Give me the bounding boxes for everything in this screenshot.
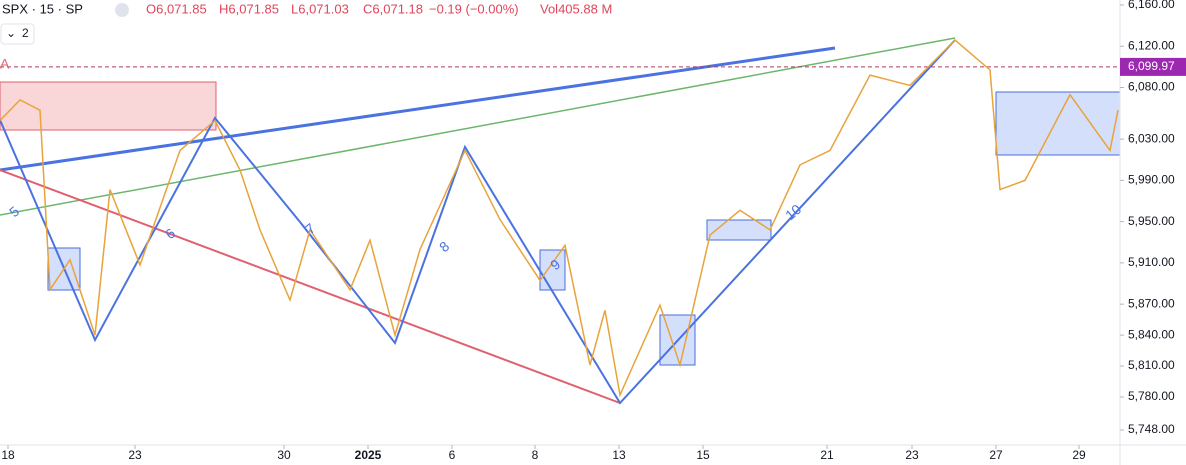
wave-label: 6: [162, 225, 178, 242]
wave-label: 7: [302, 220, 318, 237]
y-tick-label: 5,748.00: [1128, 422, 1175, 436]
ohlc-volume: Vol405.88 M: [540, 1, 612, 16]
ohlc-close: C6,071.18: [363, 1, 423, 16]
chevron: ⌄: [6, 26, 16, 40]
level-label: A: [0, 56, 10, 72]
y-tick-label: 6,120.00: [1128, 38, 1175, 52]
y-tick-label: 6,160.00: [1128, 0, 1175, 11]
x-tick-label: 6: [449, 448, 456, 462]
collapse-button[interactable]: [115, 3, 129, 17]
y-tick-label: 6,030.00: [1128, 131, 1175, 145]
ohlc-open: O6,071.85: [146, 1, 207, 16]
symbol: SPX · 15 · SP: [2, 1, 83, 16]
ohlc-change: −0.19 (−0.00%): [429, 1, 519, 16]
zone-box: [0, 81, 217, 131]
zone-box: [995, 91, 1121, 156]
trend-line: [0, 169, 621, 404]
trend-line: [0, 46, 836, 172]
interval-button[interactable]: [0, 23, 35, 45]
ohlc-low: L6,071.03: [291, 1, 349, 16]
x-tick-label: 15: [696, 448, 710, 462]
y-tick-label: 5,950.00: [1128, 214, 1175, 228]
x-tick-label: 29: [1072, 448, 1086, 462]
last-price-label: 6,099.97: [1128, 59, 1175, 73]
y-tick-label: 5,840.00: [1128, 327, 1175, 341]
last-price-tag: [1120, 57, 1186, 76]
y-tick-label: 6,080.00: [1128, 80, 1175, 94]
interval-count: 2: [22, 26, 29, 40]
x-tick-label: 21: [820, 448, 834, 462]
wave-label: 8: [436, 238, 452, 255]
trend-line: [0, 37, 956, 216]
x-tick-label: 18: [1, 448, 15, 462]
x-tick-label: 30: [277, 448, 291, 462]
price-line: [0, 39, 1119, 398]
x-tick-label: 23: [905, 448, 919, 462]
y-tick-label: 5,910.00: [1128, 255, 1175, 269]
x-tick-label: 23: [128, 448, 142, 462]
ohlc-high: H6,071.85: [219, 1, 279, 16]
y-tick-label: 5,870.00: [1128, 296, 1175, 310]
x-tick-label: 13: [612, 448, 626, 462]
x-tick-label: 27: [989, 448, 1003, 462]
wave-line: [0, 116, 301, 343]
x-tick-label: 2025: [355, 448, 382, 462]
x-tick-label: 8: [532, 448, 539, 462]
y-tick-label: 5,780.00: [1128, 389, 1175, 403]
y-tick-label: 5,810.00: [1128, 358, 1175, 372]
wave-label: 10: [782, 201, 804, 223]
y-tick-label: 5,990.00: [1128, 173, 1175, 187]
header-bg: [0, 0, 620, 20]
wave-line: [299, 39, 956, 405]
